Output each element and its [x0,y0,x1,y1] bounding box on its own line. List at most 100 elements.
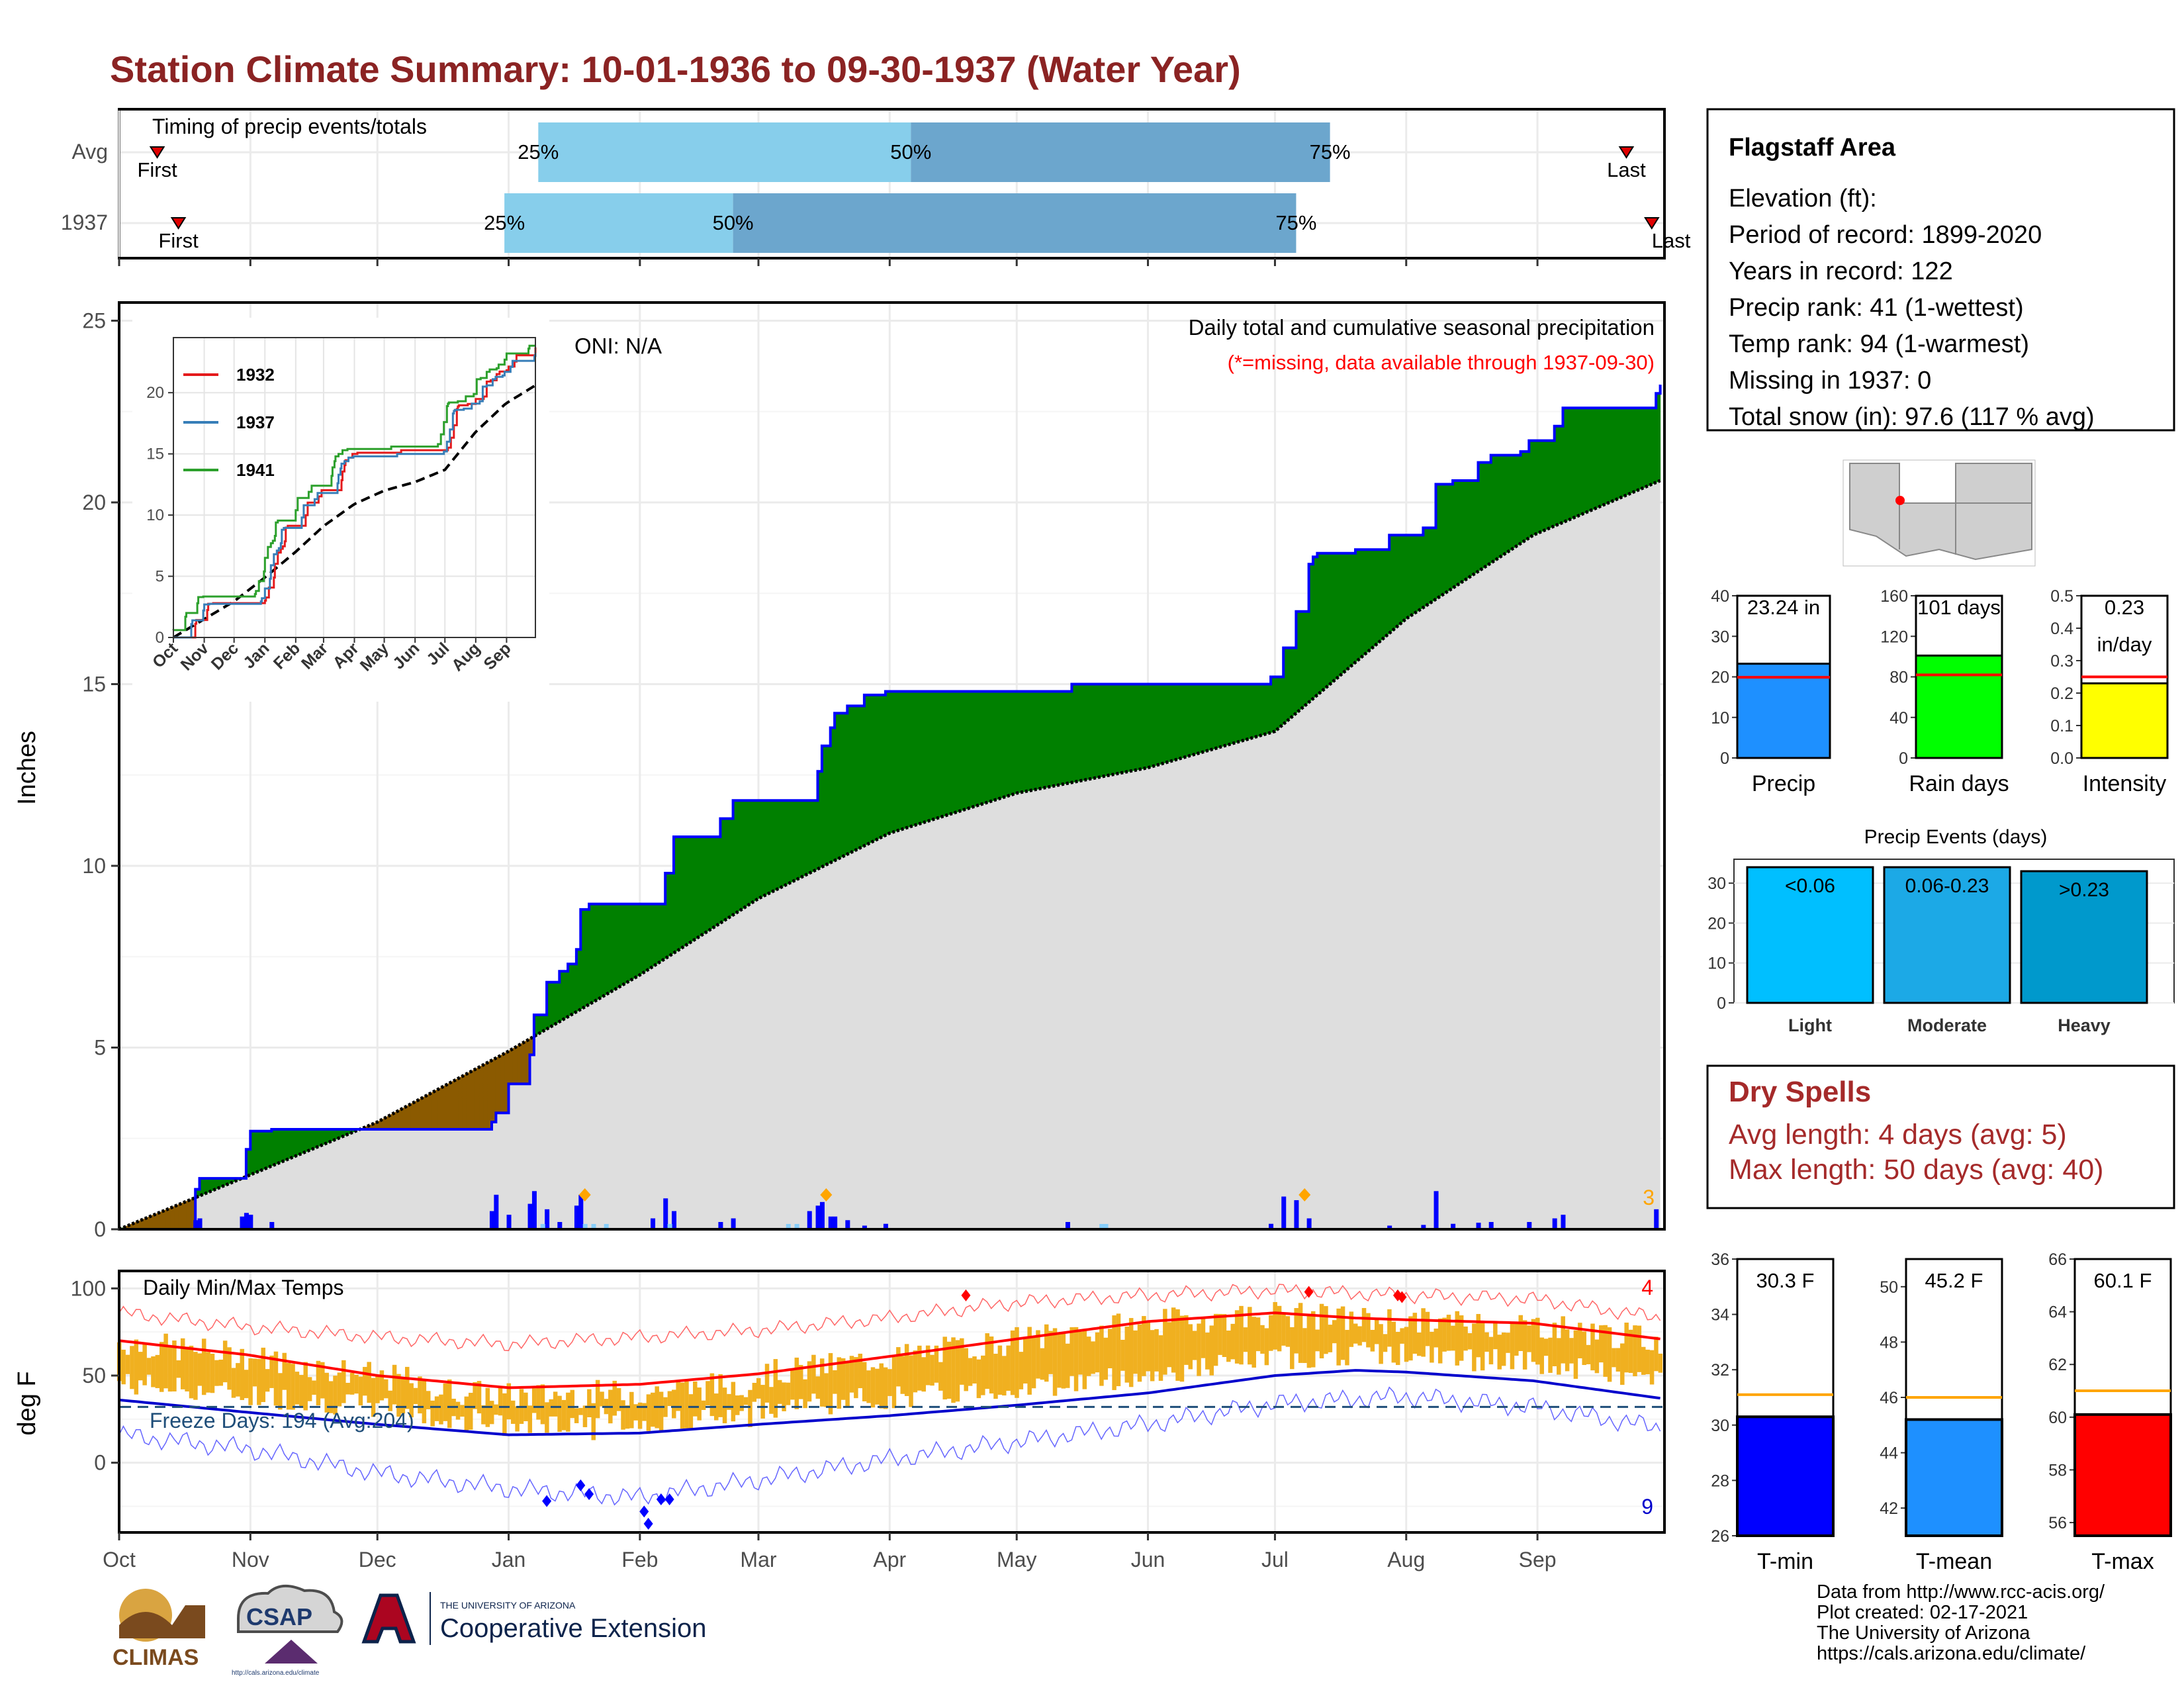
temp-range-bar [578,1407,583,1415]
timing-label: Timing of precip events/totals [152,115,427,138]
temp-range-bar [709,1373,715,1417]
normal-cumulative-area [119,481,1661,1229]
record-low-marker [664,1493,674,1505]
temp-range-bar [1463,1326,1468,1351]
temp-range-bar [934,1345,939,1383]
temp-range-bar [1535,1317,1540,1365]
temp-range-bar [257,1358,261,1405]
temp-range-bar [1264,1328,1269,1366]
temp-range-bar [502,1393,507,1436]
temp-range-bar [921,1357,926,1392]
temp-range-bar [1078,1331,1083,1375]
record-precip-marker [820,1188,833,1201]
temp-range-bar [1015,1327,1019,1398]
temp-range-bar [1615,1348,1621,1372]
temp-range-bar [1497,1335,1502,1370]
temp-range-bar [384,1379,388,1399]
inset-legend-label: 1937 [236,412,275,432]
temp-range-bar [345,1382,350,1395]
temp-range-bar [642,1403,647,1421]
temp-range-bar [510,1400,516,1424]
daily-snow-marker [591,1224,596,1229]
temp-range-bar [1052,1328,1058,1396]
temp-y-tick-label: 0 [94,1451,106,1475]
temp-range-bar [1294,1308,1298,1354]
temp-range-bar [925,1345,931,1385]
temp-range-bar [536,1385,541,1420]
precip-daily-bars [193,1188,1659,1229]
temp-range-bar [303,1362,308,1411]
daily-precip-bar [1421,1225,1426,1229]
temp-header: Daily Min/Max Temps [143,1276,343,1299]
daily-precip-bar [197,1218,203,1229]
station-frame [1706,108,2175,432]
daily-precip-bar [545,1209,550,1229]
month-tick-label: Apr [873,1548,906,1571]
temp-range-bar [307,1377,312,1401]
temp-range-bar [1573,1330,1578,1379]
daily-precip-bar [1433,1191,1439,1229]
temp-range-bar [473,1382,477,1409]
temp-range-bar [1353,1323,1358,1344]
temp-range-bar [1124,1326,1130,1383]
temp-range-bar [1285,1316,1291,1347]
temp-range-bar [739,1395,744,1411]
inset-legend-label: 1941 [236,460,275,480]
temp-range-bar [1480,1321,1485,1371]
month-tick-label: Jul [1261,1548,1289,1571]
timing-q75-label: 75% [1310,140,1351,164]
record-low-marker [639,1505,649,1518]
temp-range-bar [1433,1329,1439,1348]
temp-range-bar [616,1388,621,1411]
temp-range-bar [985,1333,989,1389]
temp-range-bar [312,1380,316,1395]
daily-precip-bar [240,1216,245,1229]
temp-range-bar [1467,1333,1473,1350]
temp-summary-value-label: 30.3 F [1756,1269,1815,1292]
temp-range-bar [481,1405,486,1425]
temp-range-bar [1040,1348,1045,1380]
daily-precip-bar [489,1211,494,1229]
inset-normal-line [172,385,535,639]
temp-range-bar [574,1408,579,1423]
precip-y-tick-label: 0 [94,1217,106,1241]
ua-block-a-icon [361,1593,416,1644]
temp-range-bar [798,1364,803,1399]
ua-extension: Cooperative Extension [440,1614,706,1643]
temp-range-bar [1243,1327,1248,1352]
temp-range-bar [439,1394,443,1425]
daily-precip-bar [1306,1218,1312,1229]
temp-range-bar [883,1367,888,1409]
temp-range-bar [1336,1308,1341,1366]
temp-range-bar [1171,1307,1176,1373]
temp-panel: 0 50 100 Daily Min/Max Temps Freeze Days: … [13,1270,1666,1571]
summary-y-tick-label: 160 [1880,587,1908,606]
temp-range-bar [286,1362,291,1410]
temp-range-bar [701,1400,706,1410]
temp-range-bar [349,1373,355,1395]
record-high-marker [1304,1286,1314,1298]
daily-precip-bar [1065,1222,1070,1229]
record-low-marker [542,1495,552,1507]
temp-range-bar [1590,1323,1595,1371]
timing-q25-label: 25% [484,211,525,234]
temp-range-bar [913,1350,918,1393]
temp-range-bar [231,1368,236,1398]
temp-range-bar [125,1354,130,1374]
inset-line-1937 [173,353,537,639]
timing-first-label: First [158,229,199,252]
temp-range-bar [705,1381,710,1406]
dry-spells-box: Dry Spells Avg length: 4 days (avg: 5) M… [1706,1064,2175,1209]
temp-range-bar [1345,1330,1349,1366]
temp-range-bar [1645,1349,1650,1374]
temp-range-bar [130,1346,134,1389]
temp-summary-category-label: T-mean [1916,1549,1992,1574]
precip-y-tick-label: 25 [82,308,106,332]
temp-range-bar [418,1376,422,1414]
temp-range-bar [291,1364,295,1410]
temp-range-bar [447,1379,452,1429]
credit-source: Data from http://www.rcc-acis.org/ [1817,1581,2105,1603]
temp-range-bar [1518,1315,1523,1351]
temp-range-bar [455,1401,461,1420]
record-low-marker [584,1488,594,1501]
